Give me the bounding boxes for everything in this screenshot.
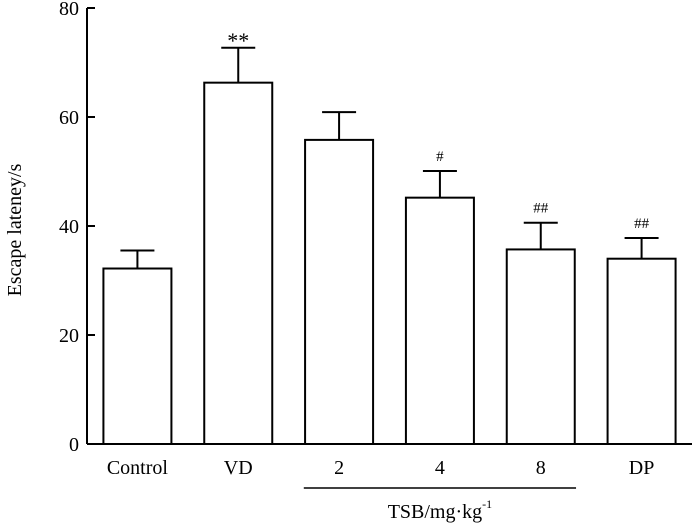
category-label: 4 bbox=[435, 457, 445, 479]
y-tick-label: 60 bbox=[59, 107, 79, 129]
y-axis: 0 20 40 60 80 bbox=[59, 0, 95, 456]
significance-mark: ## bbox=[634, 216, 650, 232]
category-label: DP bbox=[629, 457, 655, 479]
y-axis-label: Escape lateney/s bbox=[4, 163, 26, 296]
bar-vd bbox=[203, 81, 274, 445]
category-label: VD bbox=[224, 457, 253, 479]
y-tick-label: 80 bbox=[59, 0, 79, 20]
significance-mark: # bbox=[436, 149, 444, 165]
y-tick-label: 40 bbox=[59, 216, 79, 238]
tsb-dose-group: TSB/mg·kg-1 bbox=[303, 487, 577, 523]
bar-2 bbox=[304, 138, 375, 445]
significance-mark: ** bbox=[227, 28, 249, 53]
y-tick-label: 0 bbox=[69, 434, 79, 456]
y-tick-label: 20 bbox=[59, 325, 79, 347]
group-label: TSB/mg·kg-1 bbox=[388, 497, 492, 523]
significance-mark: ## bbox=[533, 201, 549, 217]
category-label: 8 bbox=[536, 457, 546, 479]
category-label: 2 bbox=[334, 457, 344, 479]
bar-control bbox=[102, 267, 173, 446]
bar-dp bbox=[606, 257, 677, 446]
bars: **##### bbox=[102, 28, 677, 446]
category-label: Control bbox=[107, 457, 169, 479]
bar-4 bbox=[404, 196, 475, 445]
x-axis: Control VD 2 4 8 DP bbox=[87, 443, 692, 479]
bar-8 bbox=[505, 248, 576, 445]
